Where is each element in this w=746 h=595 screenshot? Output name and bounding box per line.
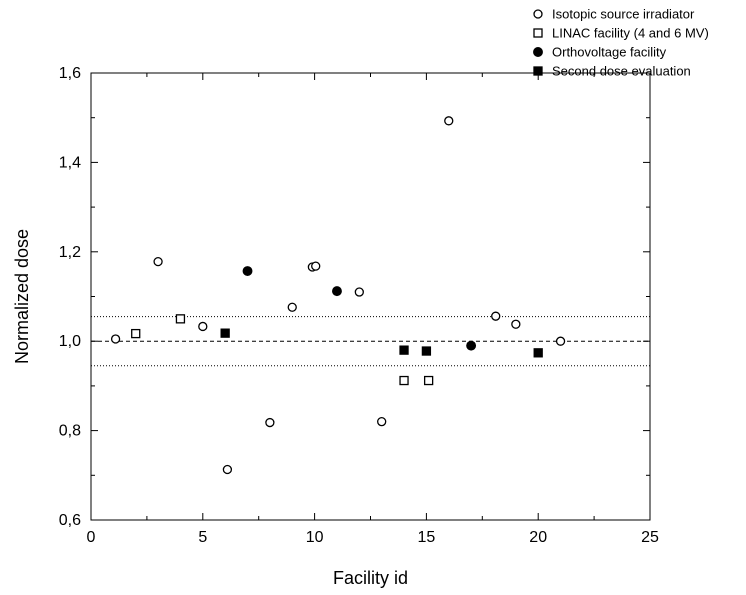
legend-label-0: Isotopic source irradiator — [552, 7, 695, 22]
y-tick-label: 1,0 — [59, 333, 81, 350]
data-points — [110, 116, 566, 475]
data-point-series-0 — [153, 256, 163, 267]
data-point-series-0 — [491, 311, 501, 321]
legend-label-1: LINAC facility (4 and 6 MV) — [552, 26, 709, 41]
data-point-series-3 — [533, 348, 543, 358]
data-point-series-1 — [423, 375, 434, 386]
data-point-series-2 — [466, 340, 477, 351]
data-point-series-1 — [399, 375, 409, 386]
x-tick-label: 10 — [306, 529, 324, 546]
data-point-series-3 — [421, 346, 432, 356]
legend: Isotopic source irradiator LINAC facility… — [533, 7, 709, 79]
data-point-series-1 — [175, 314, 186, 324]
x-tick-label: 5 — [198, 529, 207, 546]
y-axis: 0,6 0,8 1,0 1,2 1,4 1,6 — [59, 65, 650, 529]
data-point-series-2 — [332, 286, 342, 297]
x-tick-label: 25 — [641, 529, 659, 546]
data-point-series-0 — [198, 321, 208, 332]
x-tick-label: 15 — [418, 529, 436, 546]
data-point-series-0 — [265, 417, 275, 428]
y-tick-label: 1,6 — [59, 65, 81, 82]
data-point-series-1 — [131, 328, 141, 339]
legend-marker-0 — [533, 9, 543, 19]
reference-lines — [91, 316, 650, 367]
data-point-series-0 — [222, 464, 233, 475]
data-point-series-0 — [287, 302, 297, 312]
y-tick-label: 1,4 — [59, 154, 81, 171]
data-point-series-3 — [220, 328, 230, 338]
y-axis-title: Normalized dose — [12, 229, 32, 364]
y-tick-label: 0,8 — [59, 423, 81, 440]
x-tick-label: 20 — [529, 529, 547, 546]
y-tick-label: 1,2 — [59, 244, 81, 261]
legend-label-2: Orthovoltage facility — [552, 45, 667, 60]
x-axis: 0 5 10 15 20 25 — [87, 73, 659, 546]
legend-label-3: Second dose evaluation — [552, 64, 691, 79]
data-point-series-0 — [377, 417, 387, 427]
plot-frame — [90, 72, 651, 521]
data-point-series-2 — [242, 266, 253, 276]
data-point-series-0 — [511, 319, 521, 329]
data-point-series-0 — [311, 261, 321, 271]
legend-marker-3 — [533, 66, 543, 76]
data-point-series-3 — [399, 345, 409, 355]
x-tick-label: 0 — [87, 529, 96, 546]
legend-marker-1 — [533, 28, 543, 38]
legend-marker-2 — [533, 47, 543, 57]
data-point-series-0 — [444, 116, 454, 126]
y-tick-label: 0,6 — [59, 512, 81, 529]
data-point-series-0 — [354, 287, 364, 297]
x-axis-title: Facility id — [333, 568, 408, 588]
data-point-series-0 — [110, 334, 121, 344]
data-point-series-0 — [555, 336, 566, 346]
